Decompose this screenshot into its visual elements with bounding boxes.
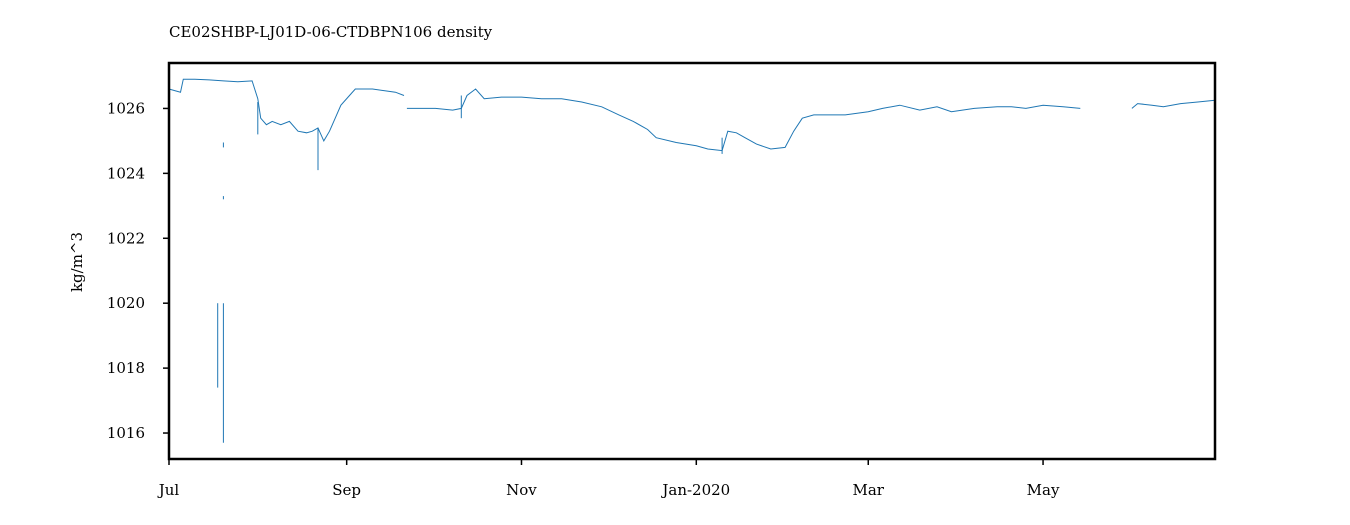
plot-marks <box>168 78 1216 443</box>
x-tick-label: Mar <box>853 481 885 499</box>
y-tick-label: 1022 <box>107 229 145 247</box>
series-line-segment <box>1131 99 1216 109</box>
y-axis-label: kg/m^3 <box>68 232 86 292</box>
y-tick-label: 1026 <box>107 99 145 117</box>
x-tick-label: May <box>1027 481 1060 499</box>
y-tick-label: 1020 <box>107 294 145 312</box>
y-tick-label: 1018 <box>107 359 145 377</box>
y-tick-label: 1024 <box>107 164 145 182</box>
x-tick-label: Jul <box>157 481 180 499</box>
x-tick-label: Jan-2020 <box>660 481 730 499</box>
y-tick-label: 1016 <box>107 424 145 442</box>
x-axis: Jul Sep Nov Jan-2020 Mar May <box>157 459 1060 499</box>
chart-title: CE02SHBP-LJ01D-06-CTDBPN106 density <box>169 23 493 41</box>
series-line-segment <box>168 78 405 142</box>
x-tick-label: Nov <box>506 481 537 499</box>
plot-frame <box>167 61 1217 461</box>
y-axis: 1016 1018 1020 1022 1024 1026 <box>107 99 169 442</box>
x-tick-label: Sep <box>332 481 361 499</box>
series-line-segment <box>406 88 1081 152</box>
